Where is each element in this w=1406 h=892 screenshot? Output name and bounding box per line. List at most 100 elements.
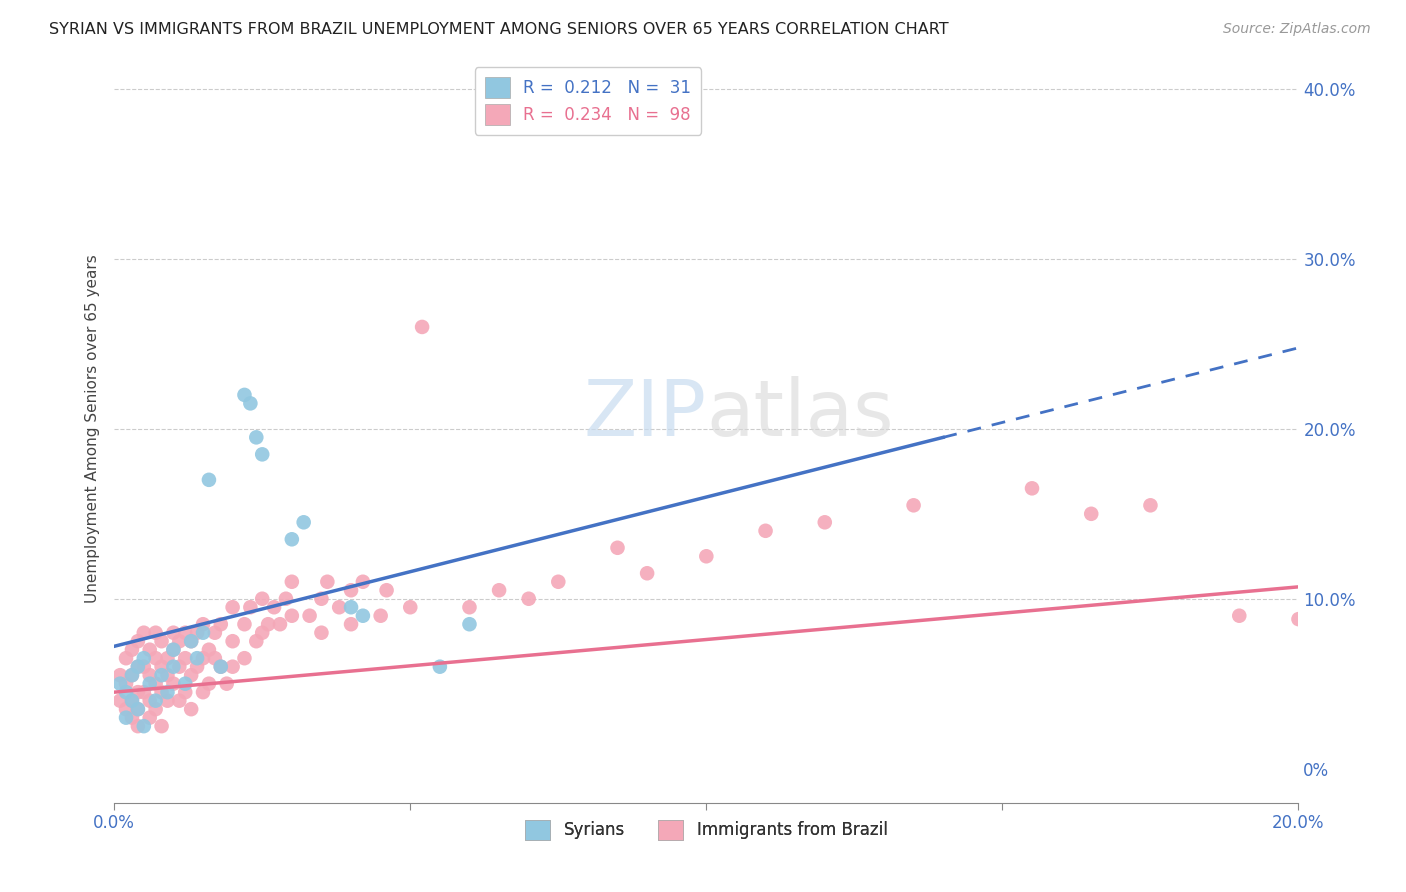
Point xyxy=(1227,608,1250,623)
Point xyxy=(198,473,221,487)
Point xyxy=(204,651,226,665)
Point xyxy=(169,659,191,673)
Point xyxy=(132,659,155,673)
Point xyxy=(399,600,422,615)
Point xyxy=(132,719,155,733)
Point xyxy=(132,625,155,640)
Point xyxy=(221,634,243,648)
Point xyxy=(169,634,191,648)
Point xyxy=(115,685,138,699)
Point xyxy=(138,694,160,708)
Point xyxy=(1288,612,1310,626)
Point xyxy=(186,625,208,640)
Point xyxy=(281,533,304,547)
Point xyxy=(121,694,143,708)
Point xyxy=(132,651,155,665)
Point xyxy=(1080,507,1102,521)
Text: ZIP: ZIP xyxy=(583,376,706,452)
Point xyxy=(162,642,184,657)
Point xyxy=(180,668,202,682)
Point xyxy=(274,591,297,606)
Point xyxy=(233,651,256,665)
Point xyxy=(169,694,191,708)
Point xyxy=(488,583,510,598)
Point xyxy=(252,625,274,640)
Point xyxy=(257,617,280,632)
Point xyxy=(145,694,167,708)
Point xyxy=(429,659,451,673)
Point xyxy=(150,634,173,648)
Point xyxy=(209,617,232,632)
Point xyxy=(174,651,197,665)
Point xyxy=(517,591,540,606)
Point xyxy=(115,651,138,665)
Point xyxy=(411,320,433,334)
Point xyxy=(156,668,179,682)
Point xyxy=(292,516,315,530)
Point xyxy=(636,566,658,581)
Point xyxy=(903,498,925,512)
Point xyxy=(191,625,214,640)
Point xyxy=(458,617,481,632)
Point xyxy=(138,711,160,725)
Point xyxy=(156,685,179,699)
Point xyxy=(352,574,374,589)
Point xyxy=(127,702,149,716)
Point xyxy=(121,668,143,682)
Point xyxy=(145,651,167,665)
Point xyxy=(375,583,398,598)
Point xyxy=(814,516,837,530)
Point xyxy=(138,668,160,682)
Point xyxy=(121,694,143,708)
Point xyxy=(115,676,138,690)
Point xyxy=(121,668,143,682)
Point xyxy=(156,651,179,665)
Point xyxy=(174,676,197,690)
Point xyxy=(162,625,184,640)
Point xyxy=(121,642,143,657)
Point xyxy=(191,617,214,632)
Point xyxy=(127,702,149,716)
Point xyxy=(162,642,184,657)
Legend: Syrians, Immigrants from Brazil: Syrians, Immigrants from Brazil xyxy=(519,813,894,847)
Point xyxy=(180,702,202,716)
Point xyxy=(458,600,481,615)
Point xyxy=(311,591,333,606)
Point xyxy=(233,388,256,402)
Point xyxy=(132,685,155,699)
Point xyxy=(311,625,333,640)
Point xyxy=(108,676,131,690)
Point xyxy=(162,659,184,673)
Point xyxy=(115,711,138,725)
Point xyxy=(198,676,221,690)
Point xyxy=(209,659,232,673)
Point xyxy=(121,711,143,725)
Point xyxy=(156,694,179,708)
Point xyxy=(245,430,267,444)
Point xyxy=(138,642,160,657)
Point xyxy=(340,600,363,615)
Point xyxy=(108,668,131,682)
Point xyxy=(145,702,167,716)
Point xyxy=(127,634,149,648)
Point xyxy=(547,574,569,589)
Point xyxy=(186,651,208,665)
Point xyxy=(180,634,202,648)
Point xyxy=(174,625,197,640)
Point xyxy=(127,719,149,733)
Point xyxy=(186,659,208,673)
Point xyxy=(754,524,776,538)
Point xyxy=(108,694,131,708)
Point xyxy=(138,676,160,690)
Point xyxy=(269,617,291,632)
Point xyxy=(1021,481,1043,495)
Point xyxy=(180,634,202,648)
Point xyxy=(127,659,149,673)
Point xyxy=(252,591,274,606)
Point xyxy=(252,447,274,461)
Point xyxy=(239,396,262,410)
Point xyxy=(1139,498,1161,512)
Text: SYRIAN VS IMMIGRANTS FROM BRAZIL UNEMPLOYMENT AMONG SENIORS OVER 65 YEARS CORREL: SYRIAN VS IMMIGRANTS FROM BRAZIL UNEMPLO… xyxy=(49,22,949,37)
Point xyxy=(239,600,262,615)
Point xyxy=(150,719,173,733)
